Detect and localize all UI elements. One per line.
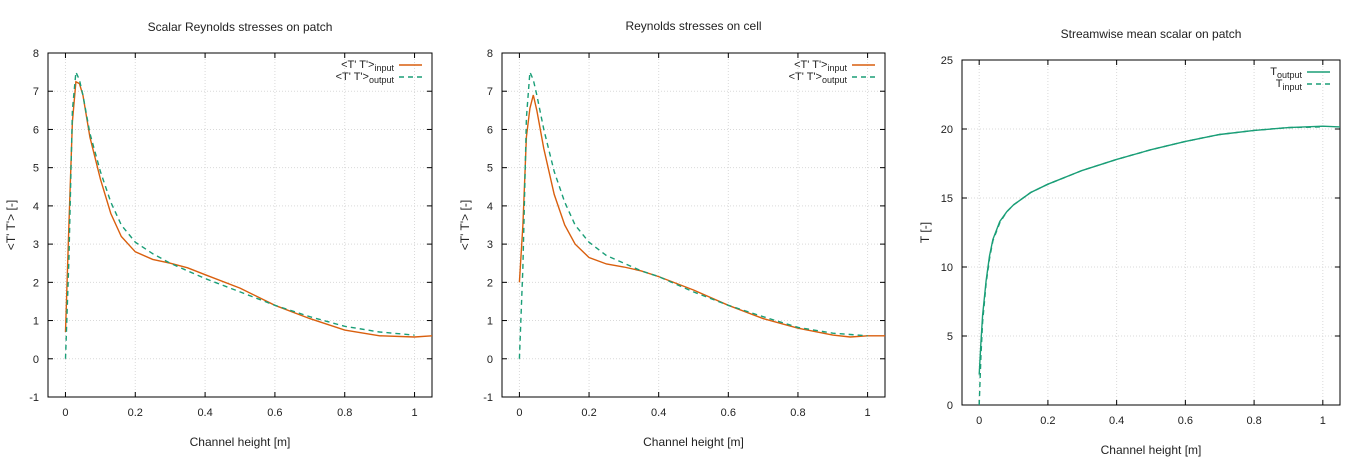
y-tick-label: 5 [947, 331, 953, 343]
x-tick-label: 0.8 [1246, 415, 1261, 427]
x-tick-label: 0.4 [1109, 415, 1124, 427]
chart-title: Reynolds stresses on cell [625, 19, 761, 33]
y-axis-label: <T' T'> [-] [4, 200, 18, 250]
y-tick-label: 5 [487, 163, 493, 175]
y-tick-label: 8 [33, 48, 39, 60]
legend-label: Tinput [1276, 78, 1303, 92]
legend-name: <T' T'> [794, 59, 827, 71]
plot-frame [501, 52, 886, 398]
y-tick-label: -1 [29, 392, 39, 404]
x-tick-label: 0.6 [1178, 415, 1193, 427]
chart-title: Scalar Reynolds stresses on patch [148, 20, 333, 34]
x-tick-label: 0 [516, 407, 522, 419]
legend-subscript: output [1277, 70, 1303, 80]
x-tick-label: 0.4 [651, 407, 666, 419]
x-tick-label: 0.6 [267, 407, 282, 419]
x-tick-label: 0.6 [721, 407, 736, 419]
legend-label: <T' T'>output [336, 71, 395, 85]
y-tick-label: 10 [941, 262, 953, 274]
x-tick-label: 0.4 [197, 407, 212, 419]
x-tick-label: 0.8 [337, 407, 352, 419]
legend-subscript: input [374, 63, 394, 73]
x-tick-label: 0 [62, 407, 68, 419]
x-tick-label: 1 [411, 407, 417, 419]
plot-frame [961, 59, 1341, 406]
legend-label: <T' T'>input [341, 59, 394, 73]
plot-frame [47, 52, 433, 398]
y-tick-label: 6 [487, 124, 493, 136]
legend-name: <T' T'> [341, 59, 374, 71]
series-line-output [64, 69, 415, 359]
y-tick-label: 0 [33, 354, 39, 366]
legend-subscript: input [1282, 82, 1302, 92]
x-axis-label: Channel height [m] [1101, 443, 1202, 457]
legend-name: T [1270, 66, 1277, 78]
x-tick-label: 0.2 [128, 407, 143, 419]
x-tick-label: 0.8 [790, 407, 805, 419]
chart-1: 0 0.2 0.4 0.6 0.8 1 -1 0 1 2 3 4 5 6 7 8 Scalar Reynolds… [4, 20, 433, 449]
legend-subscript: output [822, 75, 848, 85]
series-line-input [978, 126, 1323, 405]
chart-title: Streamwise mean scalar on patch [1061, 27, 1242, 41]
series-line-input [518, 94, 885, 338]
series-line-output [978, 125, 1340, 375]
legend-label: <T' T'>input [794, 59, 847, 73]
y-tick-label: 20 [941, 124, 953, 136]
y-tick-label: 5 [33, 163, 39, 175]
series-line-output [518, 71, 868, 359]
y-tick-label: 4 [487, 201, 493, 213]
chart-2: 0 0.2 0.4 0.6 0.8 1 -1 0 1 2 3 4 5 6 7 8 Reynolds stress… [458, 19, 886, 449]
x-tick-label: 1 [865, 407, 871, 419]
x-axis-label: Channel height [m] [190, 435, 291, 449]
grid [502, 52, 885, 398]
y-tick-label: 0 [947, 400, 953, 412]
y-axis-label: T [-] [918, 222, 932, 243]
y-tick-label: 7 [487, 86, 493, 98]
x-tick-label: 0 [976, 415, 982, 427]
legend-label: Toutput [1270, 66, 1302, 80]
y-tick-label: 4 [33, 201, 39, 213]
grid [48, 52, 432, 398]
y-tick-label: 1 [487, 316, 493, 328]
y-tick-label: -1 [483, 392, 493, 404]
y-tick-label: 2 [487, 277, 493, 289]
legend-name: <T' T'> [336, 71, 369, 83]
x-tick-label: 0.2 [1040, 415, 1055, 427]
legend: <T' T'>input<T' T'>output [336, 59, 422, 85]
y-tick-label: 8 [487, 48, 493, 60]
series-line-input [64, 80, 432, 338]
y-tick-label: 15 [941, 193, 953, 205]
y-tick-label: 3 [487, 239, 493, 251]
y-tick-label: 0 [487, 354, 493, 366]
legend: <T' T'>input<T' T'>output [789, 59, 875, 85]
y-axis-label: <T' T'> [-] [458, 200, 472, 250]
legend-name: T [1276, 78, 1283, 90]
legend-subscript: input [827, 63, 847, 73]
y-tick-label: 6 [33, 124, 39, 136]
y-tick-label: 7 [33, 86, 39, 98]
legend-label: <T' T'>output [789, 71, 848, 85]
y-tick-label: 25 [941, 55, 953, 67]
x-tick-label: 0.2 [581, 407, 596, 419]
legend-name: <T' T'> [789, 71, 822, 83]
y-tick-label: 1 [33, 316, 39, 328]
grid [962, 59, 1340, 406]
x-axis-label: Channel height [m] [643, 435, 744, 449]
y-tick-label: 3 [33, 239, 39, 251]
y-tick-label: 2 [33, 277, 39, 289]
legend-subscript: output [369, 75, 395, 85]
x-tick-label: 1 [1320, 415, 1326, 427]
